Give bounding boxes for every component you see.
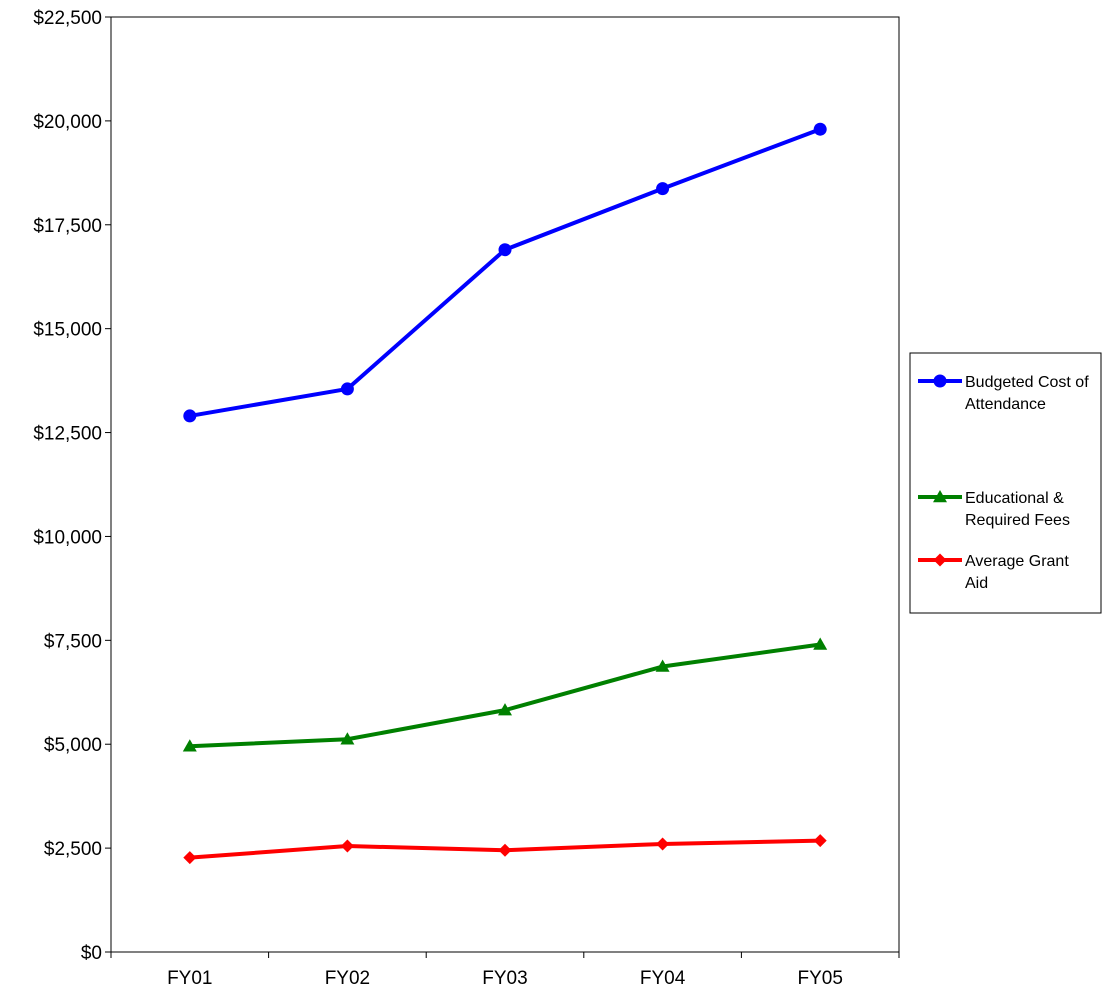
y-tick-label: $22,500 xyxy=(33,8,102,29)
data-point-circle xyxy=(183,409,197,423)
y-tick-label: $5,000 xyxy=(44,735,102,756)
data-point-triangle xyxy=(182,739,197,752)
plot-area xyxy=(110,16,900,953)
legend-entry: Educational & Required Fees xyxy=(918,490,1070,529)
y-tick-label: $7,500 xyxy=(44,631,102,652)
y-tick-label: $17,500 xyxy=(33,216,102,237)
y-tick-label: $10,000 xyxy=(33,527,102,548)
data-point-triangle xyxy=(340,732,355,745)
series-layer xyxy=(182,122,828,865)
series-average-grant-aid xyxy=(183,834,827,865)
legend-label: Aid xyxy=(965,575,988,592)
legend-box xyxy=(909,352,1102,614)
data-point-triangle xyxy=(655,659,670,672)
legend-label: Required Fees xyxy=(965,512,1070,529)
x-tick-label: FY01 xyxy=(167,968,212,989)
legend-label: Educational & xyxy=(965,490,1064,507)
data-point-triangle xyxy=(498,703,512,716)
x-axis-ticks: FY01 FY02 FY03 FY04 FY05 xyxy=(110,952,900,989)
axes xyxy=(110,16,900,953)
y-tick-label: $2,500 xyxy=(44,839,102,860)
y-tick-label: $20,000 xyxy=(33,112,102,133)
data-point-circle xyxy=(813,122,827,136)
legend: Budgeted Cost of Attendance Educational & R… xyxy=(909,352,1102,614)
legend-entry: Average Grant Aid xyxy=(918,553,1069,592)
series-educational-and-required-fees xyxy=(182,637,828,752)
legend-label: Budgeted Cost of xyxy=(965,374,1089,391)
legend-marker-triangle xyxy=(933,490,947,503)
legend-entry: Budgeted Cost of Attendance xyxy=(918,374,1089,413)
legend-label: Average Grant xyxy=(965,553,1069,570)
x-tick-label: FY04 xyxy=(640,968,686,989)
y-tick-label: $15,000 xyxy=(33,320,102,341)
data-point-diamond xyxy=(340,839,354,853)
legend-marker-diamond xyxy=(933,553,947,567)
data-point-diamond xyxy=(498,843,512,857)
data-point-circle xyxy=(340,382,354,396)
x-tick-label: FY02 xyxy=(325,968,370,989)
legend-marker-circle xyxy=(933,374,947,388)
data-point-circle xyxy=(656,182,670,196)
data-point-diamond xyxy=(183,851,197,865)
x-tick-label: FY05 xyxy=(797,968,842,989)
x-tick-label: FY03 xyxy=(482,968,527,989)
legend-label: Attendance xyxy=(965,396,1046,413)
y-tick-label: $0 xyxy=(81,943,102,964)
data-point-diamond xyxy=(813,834,827,848)
series-budgeted-cost-of-attendance xyxy=(183,122,827,423)
data-point-triangle xyxy=(813,637,828,650)
y-axis-ticks: $0 $2,500 $5,000 $7,500 $10,000 $12,500 $15,00… xyxy=(33,8,111,964)
y-tick-label: $12,500 xyxy=(33,424,102,445)
data-point-circle xyxy=(498,243,512,257)
data-point-diamond xyxy=(656,837,670,851)
